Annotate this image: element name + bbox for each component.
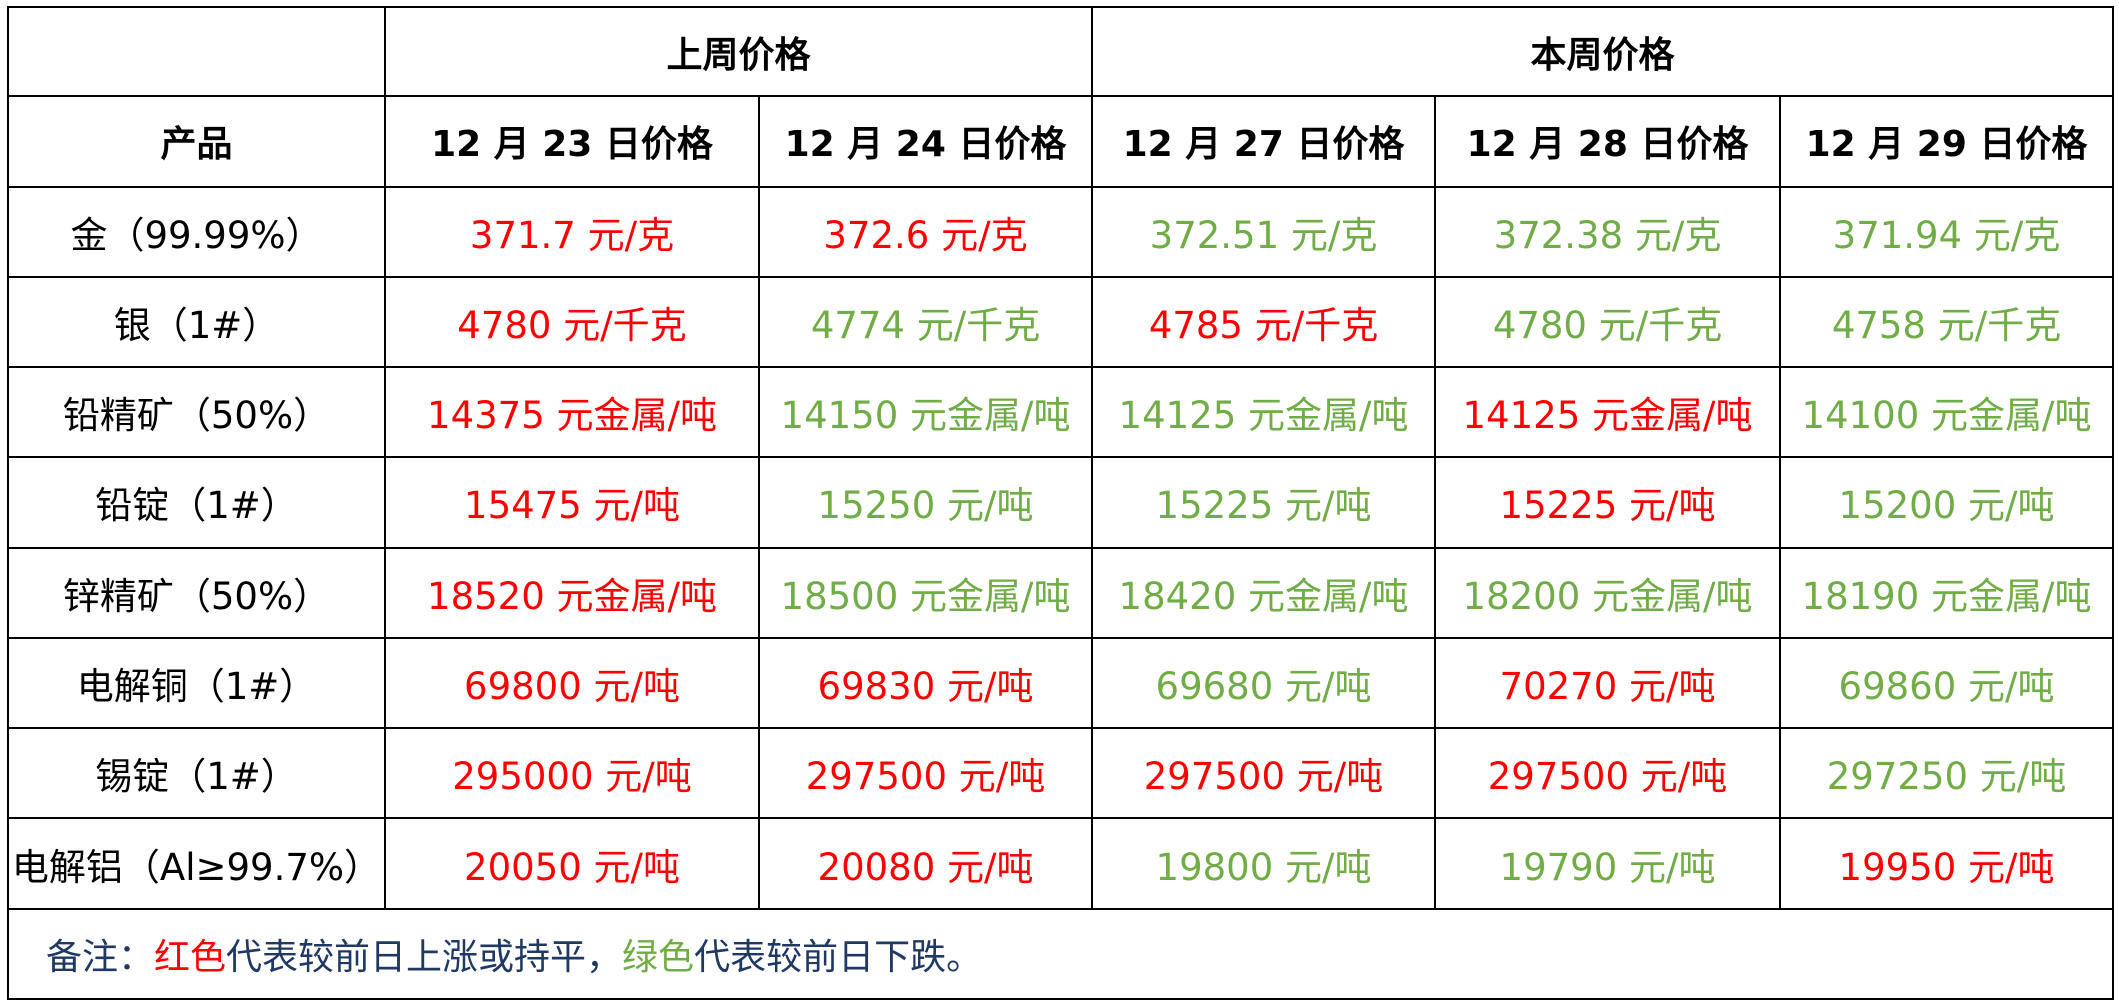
header-this-week: 本周价格 (1091, 5, 2115, 98)
price-cell: 69800 元/吨 (384, 636, 760, 730)
product-name: 铅精矿（50%） (7, 366, 386, 459)
price-cell: 69830 元/吨 (757, 636, 1094, 730)
price-cell: 295000 元/吨 (384, 727, 760, 820)
price-cell: 19950 元/吨 (1779, 817, 2115, 910)
price-cell: 372.51 元/克 (1091, 185, 1437, 278)
price-cell: 371.7 元/克 (384, 185, 760, 278)
price-cell: 4774 元/千克 (757, 275, 1094, 369)
price-cell: 14150 元金属/吨 (757, 366, 1094, 459)
price-cell: 372.38 元/克 (1434, 185, 1782, 278)
price-cell: 69680 元/吨 (1091, 636, 1437, 730)
price-cell: 15225 元/吨 (1434, 456, 1782, 549)
price-cell: 4785 元/千克 (1091, 275, 1437, 369)
note-prefix: 备注： (46, 936, 155, 978)
price-cell: 18190 元金属/吨 (1779, 546, 2115, 639)
note-row: 备注：红色代表较前日上涨或持平，绿色代表较前日下跌。 (6, 907, 2115, 1001)
table-row: 电解铜（1#） 69800 元/吨 69830 元/吨 69680 元/吨 70270 … (7, 636, 2115, 730)
product-name: 锌精矿（50%） (7, 546, 386, 639)
price-cell: 297500 元/吨 (1091, 727, 1437, 820)
note-green-word: 绿色 (622, 936, 695, 978)
price-cell: 69860 元/吨 (1779, 636, 2115, 730)
product-name: 电解铝（Al≥99.7%） (7, 817, 386, 910)
price-cell: 19790 元/吨 (1434, 817, 1782, 910)
price-cell: 14100 元金属/吨 (1779, 366, 2115, 459)
header-date: 12 月 23 日价格 (384, 95, 760, 188)
header-date: 12 月 29 日价格 (1779, 95, 2115, 188)
price-cell: 372.6 元/克 (757, 185, 1094, 278)
header-date: 12 月 28 日价格 (1434, 95, 1782, 188)
note-red-word: 红色 (154, 936, 227, 978)
price-cell: 15200 元/吨 (1779, 456, 2115, 549)
header-date: 12 月 24 日价格 (757, 95, 1094, 188)
price-cell: 14125 元金属/吨 (1091, 366, 1437, 459)
price-cell: 14125 元金属/吨 (1434, 366, 1782, 459)
price-cell: 18500 元金属/吨 (757, 546, 1094, 639)
table-row: 银（1#） 4780 元/千克 4774 元/千克 4785 元/千克 4780 元/千… (7, 275, 2115, 369)
price-cell: 14375 元金属/吨 (384, 366, 760, 459)
price-cell: 15225 元/吨 (1091, 456, 1437, 549)
price-cell: 371.94 元/克 (1779, 185, 2115, 278)
price-cell: 297500 元/吨 (1434, 727, 1782, 820)
price-cell: 20050 元/吨 (384, 817, 760, 910)
header-date: 12 月 27 日价格 (1091, 95, 1437, 188)
price-cell: 20080 元/吨 (757, 817, 1094, 910)
table-row: 锡锭（1#） 295000 元/吨 297500 元/吨 297500 元/吨 2975… (7, 727, 2115, 820)
product-name: 电解铜（1#） (7, 636, 386, 730)
price-cell: 4780 元/千克 (384, 275, 760, 369)
price-cell: 19800 元/吨 (1091, 817, 1437, 910)
product-name: 铅锭（1#） (7, 456, 386, 549)
header-product: 产品 (7, 95, 386, 188)
price-cell: 297500 元/吨 (757, 727, 1094, 820)
price-cell: 4780 元/千克 (1434, 275, 1782, 369)
price-table: 上周价格 本周价格 产品 12 月 23 日价格 12 月 24 日价格 12 … (6, 5, 2115, 1001)
note-middle: 代表较前日上涨或持平， (226, 936, 623, 978)
table-row: 锌精矿（50%） 18520 元金属/吨 18500 元金属/吨 18420 元金属/… (7, 546, 2115, 639)
note-suffix: 代表较前日下跌。 (694, 936, 983, 978)
header-row-dates: 产品 12 月 23 日价格 12 月 24 日价格 12 月 27 日价格 1… (7, 95, 2115, 188)
price-cell: 15250 元/吨 (757, 456, 1094, 549)
price-cell: 297250 元/吨 (1779, 727, 2115, 820)
table-row: 铅精矿（50%） 14375 元金属/吨 14150 元金属/吨 14125 元金属/… (7, 366, 2115, 459)
product-name: 金（99.99%） (7, 185, 386, 278)
table-row: 电解铝（Al≥99.7%） 20050 元/吨 20080 元/吨 19800 元/吨… (7, 817, 2115, 910)
product-name: 银（1#） (7, 275, 386, 369)
legend-note: 备注：红色代表较前日上涨或持平，绿色代表较前日下跌。 (6, 907, 2115, 1001)
header-row-weeks: 上周价格 本周价格 (7, 5, 2115, 98)
price-cell: 70270 元/吨 (1434, 636, 1782, 730)
table-row: 铅锭（1#） 15475 元/吨 15250 元/吨 15225 元/吨 15225 元… (7, 456, 2115, 549)
table-row: 金（99.99%） 371.7 元/克 372.6 元/克 372.51 元/克 372… (7, 185, 2115, 278)
price-cell: 18520 元金属/吨 (384, 546, 760, 639)
header-blank-cell (7, 5, 386, 98)
header-last-week: 上周价格 (383, 5, 1094, 98)
price-cell: 15475 元/吨 (384, 456, 760, 549)
product-name: 锡锭（1#） (7, 727, 386, 820)
price-cell: 4758 元/千克 (1779, 275, 2115, 369)
price-cell: 18420 元金属/吨 (1091, 546, 1437, 639)
price-cell: 18200 元金属/吨 (1434, 546, 1782, 639)
